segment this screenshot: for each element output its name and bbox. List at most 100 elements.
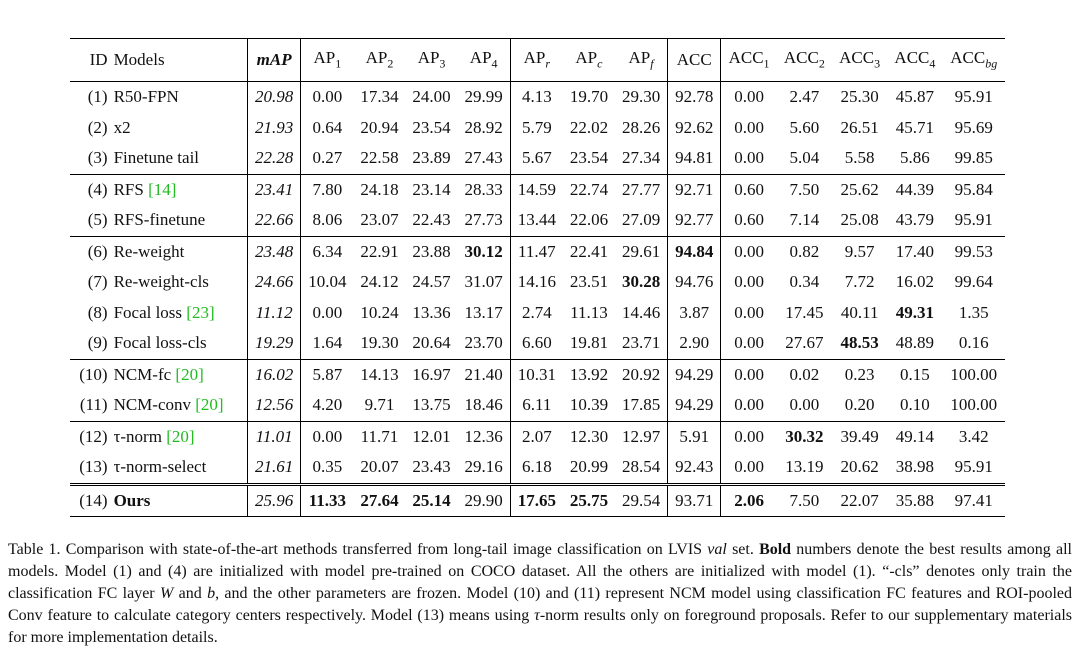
row-id: (14) — [79, 490, 108, 510]
model-name-cell: τ-norm [20] — [111, 421, 249, 452]
table-row: (9) Focal loss-cls 19.29 1.64 19.30 20.64 23.7… — [70, 328, 1005, 359]
value-cell: 0.34 — [789, 272, 820, 292]
model-name: NCM-conv — [113, 395, 192, 415]
value-cell: 94.84 — [667, 236, 722, 267]
header-id: ID — [70, 38, 112, 82]
value-cell: 27.77 — [614, 174, 669, 205]
value-cell: 94.76 — [667, 267, 722, 298]
value-cell: 0.82 — [789, 241, 820, 261]
row-id: (11) — [79, 395, 108, 415]
value-cell: 2.47 — [789, 87, 820, 107]
value-cell: 28.26 — [614, 112, 669, 143]
value-cell: 5.79 — [521, 117, 552, 137]
value-cell: 22.02 — [569, 117, 609, 137]
value-cell: 13.92 — [569, 364, 609, 384]
row-id: (1) — [87, 87, 108, 107]
value-cell: 21.40 — [457, 359, 511, 390]
value-cell: 20.94 — [360, 117, 399, 137]
value-cell: 11.71 — [360, 426, 399, 446]
value-cell: 45.71 — [895, 117, 935, 137]
value-cell: 0.00 — [734, 457, 764, 477]
value-cell: 92.62 — [667, 112, 722, 143]
table-row: (12) τ-norm [20] 11.01 0.00 11.71 12.01 12.36 2… — [70, 421, 1005, 452]
value-cell: 43.79 — [895, 210, 935, 230]
value-cell: 17.85 — [614, 390, 669, 421]
model-name: τ-norm — [113, 426, 162, 446]
value-cell: 7.72 — [844, 272, 875, 292]
value-cell: 0.60 — [734, 210, 764, 230]
value-cell: 0.02 — [789, 364, 820, 384]
value-cell: 23.54 — [412, 117, 451, 137]
value-cell: 19.30 — [360, 333, 399, 353]
model-name-cell: x2 — [111, 112, 249, 143]
header-row: ID Models mAP AP1 AP2 AP3 AP4 APr APc APf ACC ACC… — [70, 38, 1005, 82]
value-cell: 17.45 — [785, 302, 824, 322]
value-cell: 25.62 — [840, 179, 879, 199]
value-cell: 29.99 — [457, 81, 511, 113]
value-cell: 12.36 — [457, 421, 511, 452]
value-cell: 2.07 — [521, 426, 552, 446]
value-cell: 28.54 — [614, 452, 669, 484]
model-name: x2 — [113, 117, 131, 137]
value-cell: 7.14 — [789, 210, 820, 230]
value-cell: 7.50 — [789, 179, 820, 199]
value-cell: 19.29 — [247, 328, 302, 359]
model-name-cell: RFS-finetune — [111, 205, 249, 236]
value-cell: 3.42 — [958, 426, 989, 446]
value-cell: 0.35 — [312, 457, 343, 477]
value-cell: 2.90 — [667, 328, 722, 359]
value-cell: 29.54 — [614, 484, 669, 517]
value-cell: 0.60 — [734, 179, 764, 199]
value-cell: 3.87 — [667, 297, 722, 328]
value-cell: 22.66 — [247, 205, 302, 236]
value-cell: 5.91 — [667, 421, 722, 452]
value-cell: 94.29 — [667, 359, 722, 390]
results-table: ID Models mAP AP1 AP2 AP3 AP4 APr APc APf ACC ACC… — [70, 38, 1005, 517]
value-cell: 23.41 — [247, 174, 302, 205]
value-cell: 2.06 — [734, 490, 764, 510]
value-cell: 6.34 — [312, 241, 343, 261]
value-cell: 24.00 — [412, 87, 451, 107]
row-id: (5) — [87, 210, 108, 230]
citation: [14] — [148, 179, 177, 199]
header-main: AP — [313, 48, 336, 68]
header-cell: ACC2 — [776, 38, 833, 82]
value-cell: 27.34 — [614, 143, 669, 174]
value-cell: 23.07 — [360, 210, 399, 230]
value-cell: 95.91 — [954, 87, 993, 107]
value-cell: 0.00 — [734, 272, 764, 292]
value-cell: 25.14 — [412, 490, 451, 510]
row-id: (4) — [87, 179, 108, 199]
value-cell: 1.64 — [312, 333, 343, 353]
model-name: Re-weight-cls — [113, 272, 209, 292]
value-cell: 21.93 — [247, 112, 302, 143]
value-cell: 24.66 — [247, 267, 302, 298]
value-cell: 35.88 — [895, 490, 935, 510]
row-group: (6) Re-weight 23.48 6.34 22.91 23.88 30.12 11.4… — [70, 236, 1005, 359]
value-cell: 13.44 — [517, 210, 556, 230]
model-name-cell: Focal loss [23] — [111, 297, 249, 328]
caption-text: τ — [534, 607, 540, 624]
value-cell: 20.64 — [412, 333, 451, 353]
value-cell: 97.41 — [954, 490, 993, 510]
table-row: (2) x2 21.93 0.64 20.94 23.54 28.92 5.79 22.02 28… — [70, 112, 1005, 143]
value-cell: 29.30 — [614, 81, 669, 113]
value-cell: 17.40 — [895, 241, 935, 261]
value-cell: 13.17 — [457, 297, 511, 328]
header-main: ACC — [839, 48, 875, 68]
value-cell: 100.00 — [950, 395, 998, 415]
model-name: RFS-finetune — [113, 210, 206, 230]
value-cell: 9.57 — [844, 241, 875, 261]
value-cell: 44.39 — [895, 179, 935, 199]
value-cell: 18.46 — [457, 390, 511, 421]
header-sub: 2 — [387, 56, 394, 71]
value-cell: 27.73 — [457, 205, 511, 236]
value-cell: 23.70 — [457, 328, 511, 359]
value-cell: 0.00 — [734, 117, 764, 137]
header-main: ACC — [676, 50, 712, 69]
value-cell: 49.31 — [895, 302, 935, 322]
table-row: (6) Re-weight 23.48 6.34 22.91 23.88 30.12 11.4… — [70, 236, 1005, 267]
header-cell: APf — [614, 38, 669, 82]
value-cell: 22.74 — [569, 179, 609, 199]
